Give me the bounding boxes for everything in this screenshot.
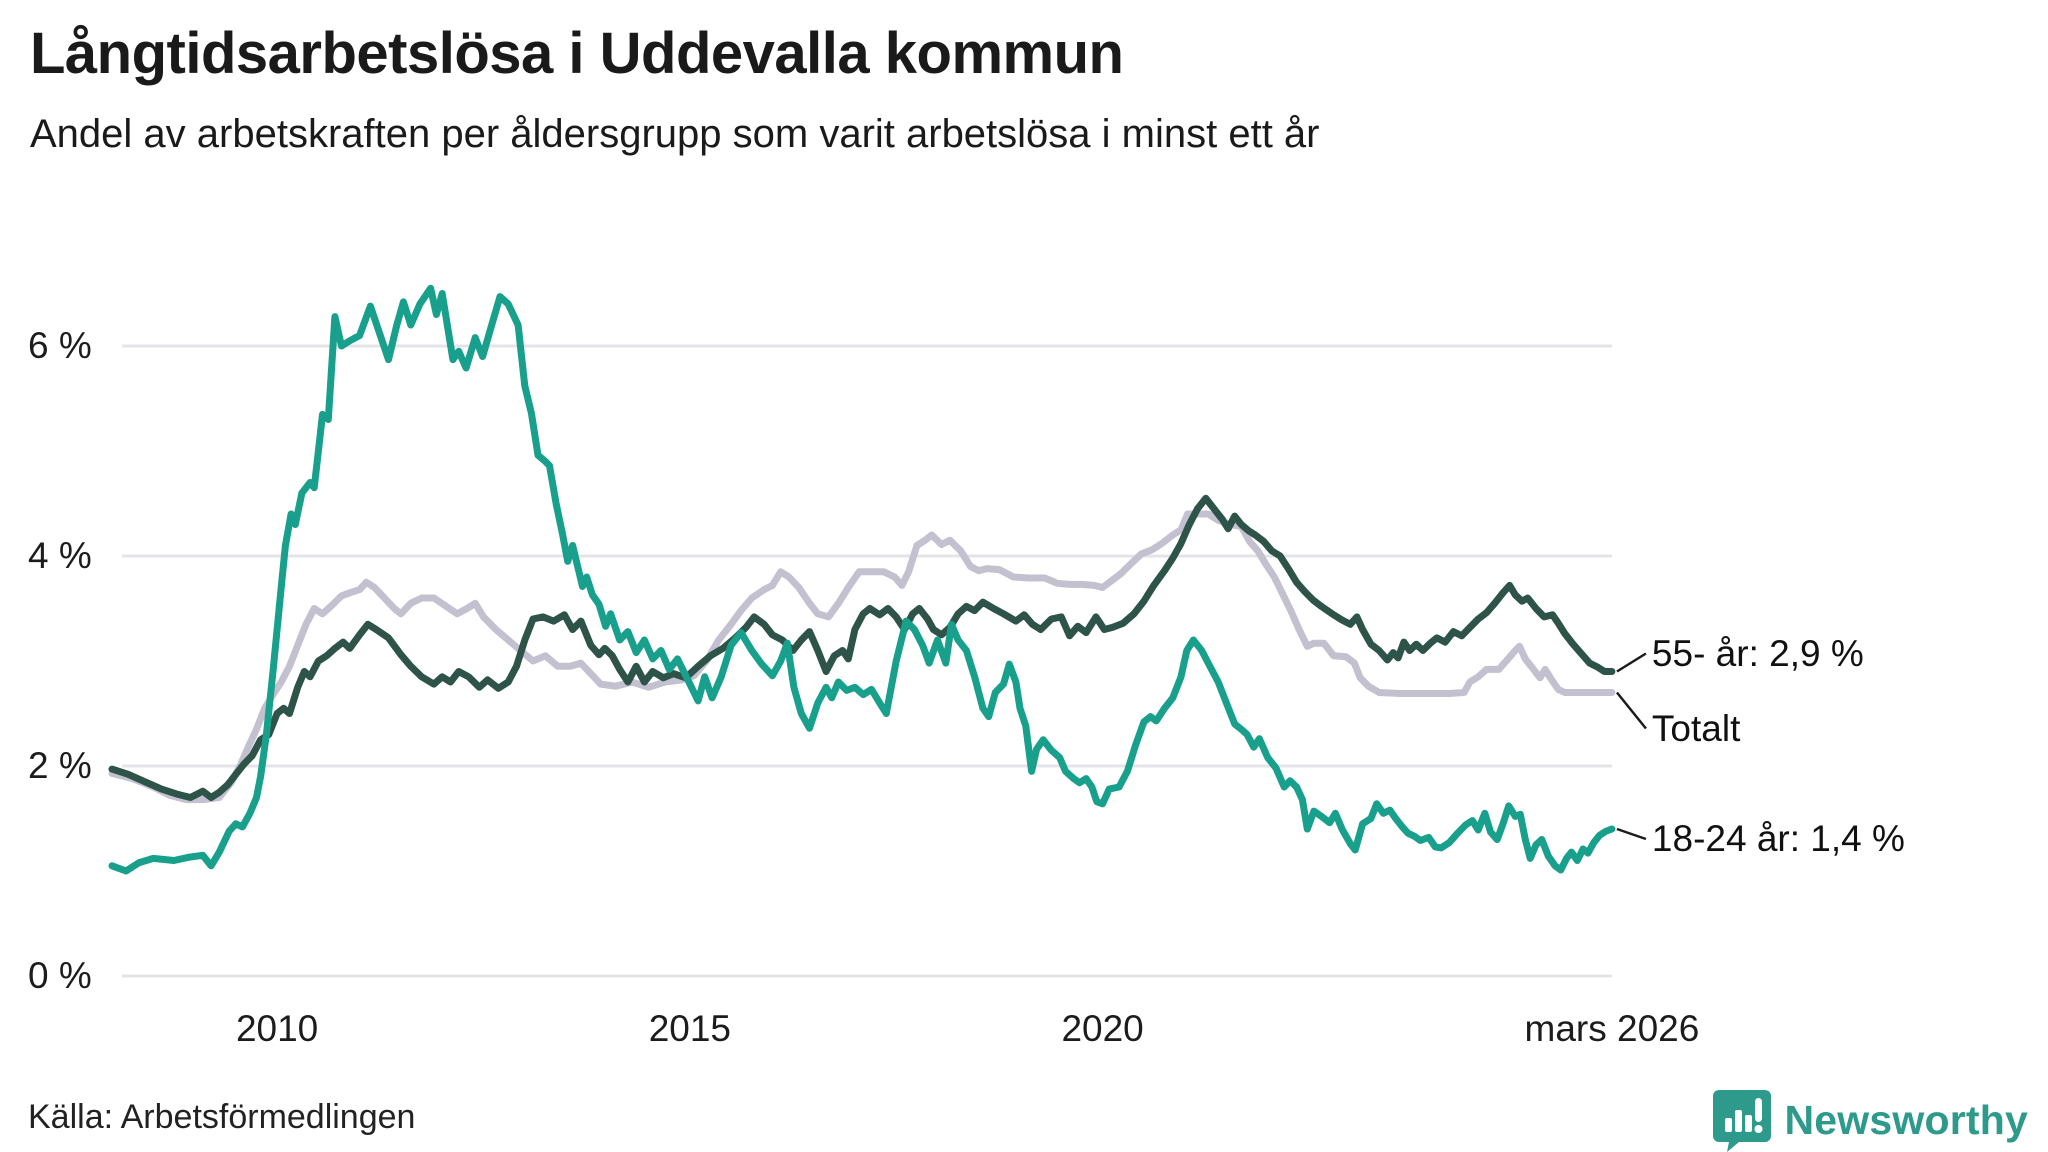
annotation-connector xyxy=(1615,691,1647,730)
y-axis-tick-label: 6 % xyxy=(28,325,92,366)
x-axis-tick-label: 2010 xyxy=(235,1008,319,1049)
y-axis-tick-label: 0 % xyxy=(28,955,92,996)
annotation-connector xyxy=(1616,827,1647,841)
series-end-label: 18-24 år: 1,4 % xyxy=(1651,818,1905,859)
newsworthy-logo-icon xyxy=(1712,1090,1771,1152)
brand-name: Newsworthy xyxy=(1784,1096,2028,1143)
series-line-55-r xyxy=(108,494,1616,801)
series-line-totalt xyxy=(108,510,1616,804)
annotation-connector xyxy=(1616,652,1647,673)
x-axis-tick-label: 2020 xyxy=(1061,1008,1144,1049)
y-axis-tick-label: 2 % xyxy=(28,745,92,786)
series-end-label: Totalt xyxy=(1651,707,1741,749)
brand-lockup: Newsworthy xyxy=(1712,1088,2029,1152)
x-axis-tick-label: mars 2026 xyxy=(1524,1008,1700,1049)
series-end-label: 55- år: 2,9 % xyxy=(1651,632,1864,674)
x-axis-tick-label: 2015 xyxy=(648,1008,731,1049)
series-line-18-24-r xyxy=(108,284,1616,875)
chart-subtitle: Andel av arbetskraften per åldersgrupp s… xyxy=(30,112,1320,156)
source-note: Källa: Arbetsförmedlingen xyxy=(28,1098,416,1136)
y-axis-tick-label: 4 % xyxy=(28,535,92,576)
page-title: Långtidsarbetslösa i Uddevalla kommun xyxy=(30,21,1124,86)
